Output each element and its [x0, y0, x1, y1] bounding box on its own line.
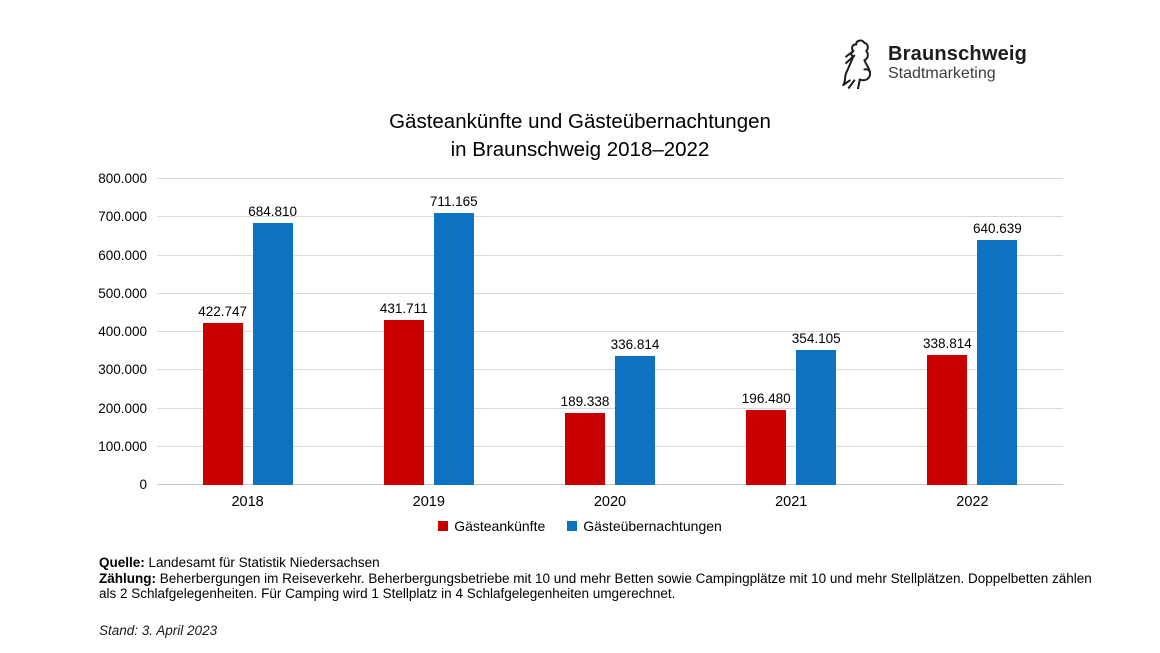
bar-gaesteuebernachtungen-2022: 640.639 [973, 221, 1022, 485]
bar-group-2018: 422.747 684.810 2018 [157, 179, 338, 510]
bar-value-label: 711.165 [429, 193, 478, 209]
y-axis-tick-label: 200.000 [98, 400, 147, 416]
x-axis-tick-label: 2021 [775, 494, 808, 510]
y-axis-tick-label: 600.000 [98, 247, 147, 263]
brand-logo-text: Braunschweig Stadtmarketing [888, 43, 1027, 83]
legend-label: Gästeankünfte [454, 518, 546, 534]
chart-plot-area: 0 100.000 200.000 300.000 400.000 500.000 600.… [98, 171, 1063, 510]
chart-title-line1: Gästeankünfte und Gästeübernachtungen [389, 110, 771, 133]
bar-gaesteuebernachtungen-2020: 336.814 [611, 337, 659, 485]
gridline [157, 407, 1063, 409]
legend-item-gaesteankuenfte: Gästeankünfte [438, 518, 545, 534]
bar-gaesteankuenfte-2020: 189.338 [561, 394, 609, 485]
y-axis-tick-label: 500.000 [98, 285, 147, 301]
gridline [157, 216, 1063, 218]
census-label: Zählung: [99, 570, 156, 586]
legend-label: Gästeübernachtungen [583, 518, 722, 534]
brand-logo: Braunschweig Stadtmarketing [836, 37, 1027, 89]
y-axis-tick-label: 100.000 [98, 438, 147, 454]
bar-group-2021: 196.480 354.105 2021 [701, 179, 882, 510]
bar-value-label: 338.814 [923, 336, 972, 352]
source-note: Quelle: Landesamt für Statistik Niedersa… [99, 555, 1107, 571]
gridline [157, 445, 1063, 447]
gridline [157, 369, 1063, 371]
x-axis-tick-label: 2022 [956, 494, 989, 510]
bar-gaesteankuenfte-2022: 338.814 [923, 336, 972, 485]
legend-item-gaesteuebernachtungen: Gästeübernachtungen [567, 518, 722, 534]
chart-legend: Gästeankünfte Gästeübernachtungen [0, 518, 1160, 534]
bar-gaesteankuenfte-2021: 196.480 [742, 391, 791, 485]
bar-group-2022: 338.814 640.639 2022 [882, 179, 1063, 510]
brand-name: Braunschweig [888, 43, 1028, 65]
footer-notes: Quelle: Landesamt für Statistik Niedersa… [99, 555, 1107, 602]
gridline [157, 178, 1063, 179]
bar-value-label: 336.814 [610, 337, 660, 353]
x-axis-line [157, 484, 1063, 485]
bar-value-label: 684.810 [248, 204, 297, 220]
bar-gaesteuebernachtungen-2021: 354.105 [792, 331, 841, 485]
bar-gaesteuebernachtungen-2019: 711.165 [430, 194, 478, 485]
bar-value-label: 640.639 [973, 220, 1022, 236]
y-axis-tick-label: 800.000 [98, 171, 147, 186]
bar-value-label: 354.105 [791, 330, 841, 346]
chart-title-line2: in Braunschweig 2018–2022 [450, 138, 710, 161]
bar-gaesteankuenfte-2018: 422.747 [198, 304, 247, 485]
bar-gaesteuebernachtungen-2018: 684.810 [248, 204, 297, 485]
census-text: Beherbergungen im Reiseverkehr. Beherber… [99, 570, 1092, 602]
x-axis-tick-label: 2019 [412, 494, 445, 510]
bar-value-label: 196.480 [741, 390, 791, 406]
bar-value-label: 431.711 [379, 300, 428, 316]
bar-value-label: 422.747 [198, 304, 247, 320]
bar-group-2020: 189.338 336.814 2020 [519, 179, 700, 510]
bar-gaesteankuenfte-2019: 431.711 [380, 301, 428, 485]
y-axis-tick-label: 0 [139, 477, 147, 492]
status-date: Stand: 3. April 2023 [99, 623, 218, 638]
bar-group-2019: 431.711 711.165 2019 [338, 179, 519, 510]
x-axis-tick-label: 2020 [593, 494, 627, 510]
gridline [157, 254, 1063, 256]
bar-value-label: 189.338 [560, 393, 610, 409]
source-label: Quelle: [99, 555, 145, 570]
gridline [157, 292, 1063, 294]
x-axis-tick-label: 2018 [231, 494, 264, 510]
brand-subtitle: Stadtmarketing [888, 65, 996, 82]
census-note: Zählung: Beherbergungen im Reiseverkehr.… [99, 571, 1107, 602]
bar-groups: 422.747 684.810 2018 431.711 711.165 2019 189.… [157, 179, 1063, 510]
y-axis-tick-label: 300.000 [98, 362, 147, 378]
chart-title: Gästeankünfte und Gästeübernachtungen in… [0, 108, 1160, 164]
y-axis-tick-label: 400.000 [98, 324, 147, 339]
legend-swatch [438, 521, 449, 531]
braunschweig-lion-icon [842, 39, 872, 89]
gridline [157, 331, 1063, 332]
source-text: Landesamt für Statistik Niedersachsen [148, 555, 380, 570]
y-axis-tick-label: 700.000 [98, 209, 147, 225]
legend-swatch [567, 521, 578, 531]
